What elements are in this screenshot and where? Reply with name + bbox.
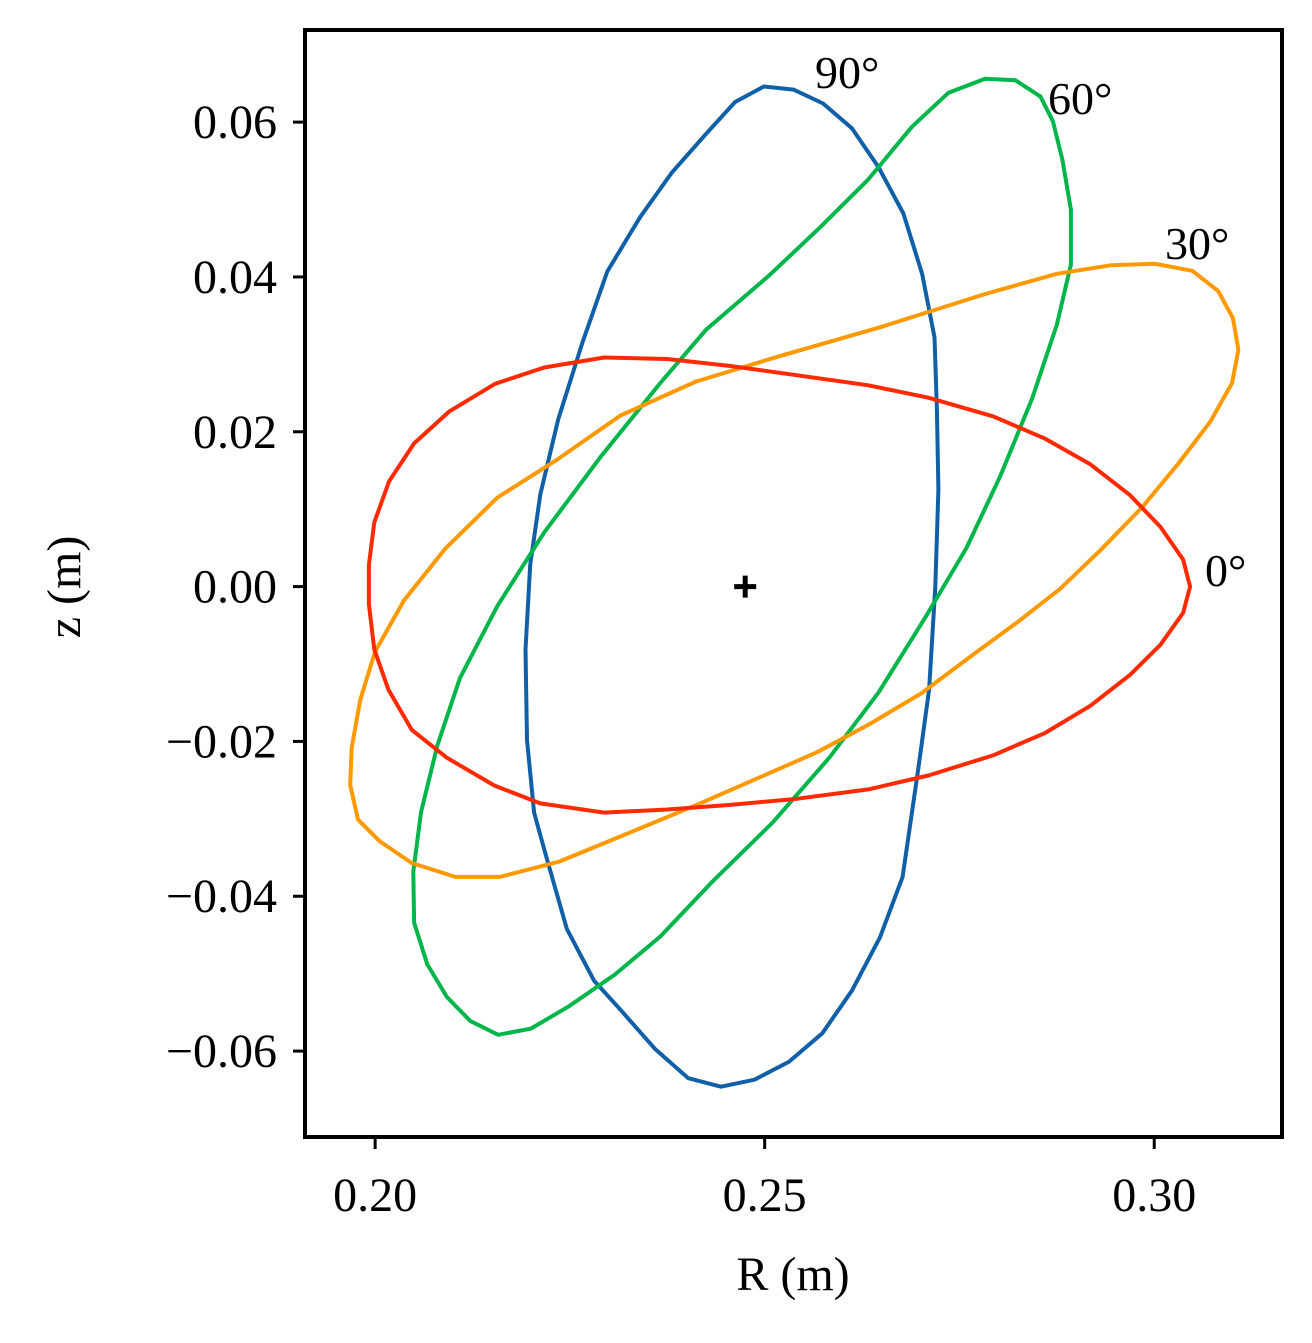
x-tick-label: 0.30 (1112, 1169, 1196, 1222)
y-axis-label: z (m) (38, 536, 91, 639)
series-label: 60° (1048, 73, 1112, 124)
y-tick-label: 0.04 (193, 251, 277, 304)
y-tick-label: −0.06 (166, 1025, 277, 1078)
y-tick-label: −0.04 (166, 870, 277, 923)
y-tick-label: 0.00 (193, 561, 277, 614)
flux-surface (348, 261, 1241, 879)
flux-surface (411, 76, 1073, 1037)
series-label: 30° (1165, 218, 1229, 269)
x-tick-label: 0.25 (723, 1169, 807, 1222)
x-axis-label: R (m) (736, 1248, 849, 1301)
series-label: 0° (1205, 545, 1246, 596)
center-marker (734, 575, 757, 598)
flux-surface (523, 84, 941, 1089)
y-tick-label: −0.02 (166, 715, 277, 768)
y-tick-label: 0.02 (193, 406, 277, 459)
x-tick-label: 0.20 (333, 1169, 417, 1222)
flux-surface (366, 355, 1193, 815)
plot-frame (303, 28, 1284, 1139)
series-label: 90° (815, 47, 879, 98)
y-tick-label: 0.06 (193, 96, 277, 149)
